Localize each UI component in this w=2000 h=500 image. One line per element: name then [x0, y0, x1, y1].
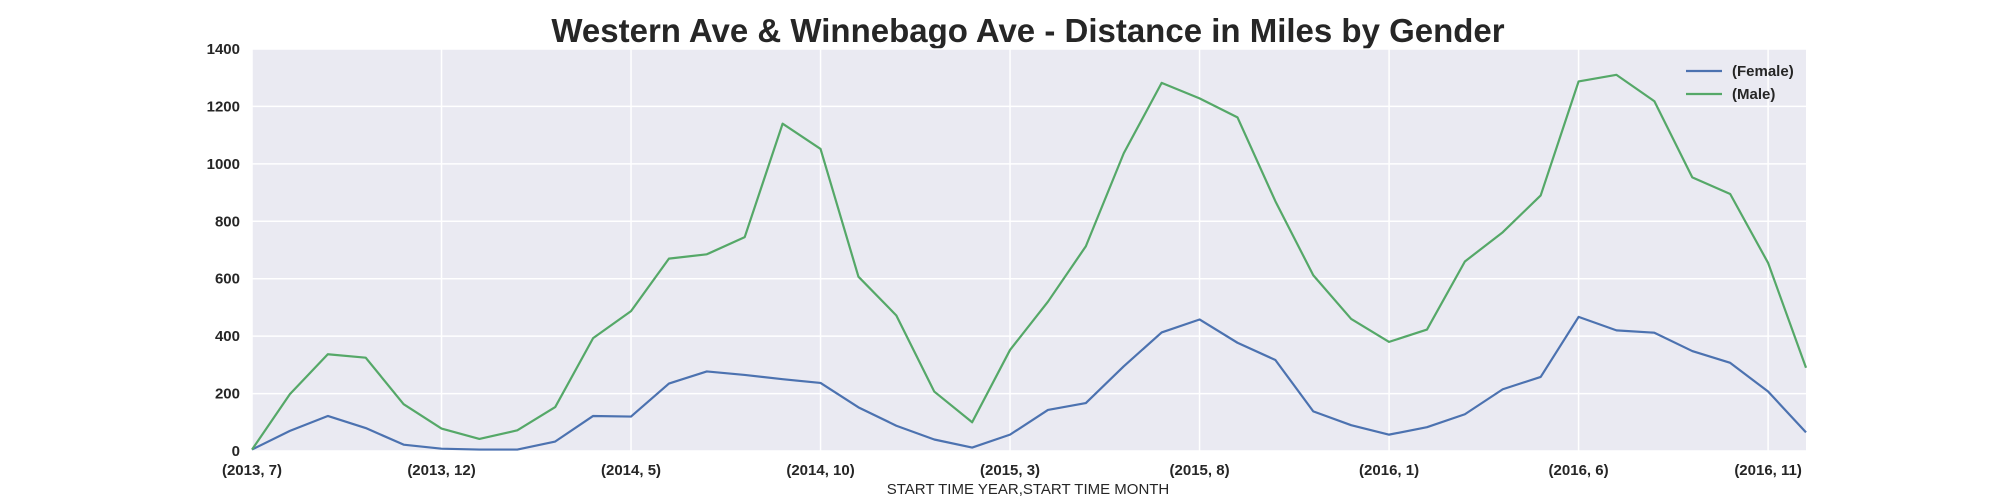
x-tick-label: (2014, 10)	[786, 462, 854, 479]
x-axis-ticks: (2013, 7) (2013, 12) (2014, 5) (2014, 10) (2…	[222, 462, 1802, 479]
x-tick-label: (2016, 6)	[1549, 462, 1609, 479]
x-tick-label: (2013, 7)	[222, 462, 282, 479]
y-tick-label: 800	[215, 213, 240, 230]
x-tick-label: (2015, 3)	[980, 462, 1040, 479]
x-tick-label: (2013, 12)	[407, 462, 475, 479]
series-line-1	[251, 73, 1808, 451]
y-tick-label: 600	[215, 271, 240, 288]
chart-title: Western Ave & Winnebago Ave - Distance i…	[551, 12, 1504, 49]
plot-area	[252, 49, 1806, 451]
legend-label: (Female)	[1732, 63, 1794, 80]
x-tick-label: (2016, 1)	[1359, 462, 1419, 479]
x-tick-label: (2016, 11)	[1734, 462, 1802, 479]
x-axis-label: START TIME YEAR,START TIME MONTH	[887, 481, 1170, 498]
y-tick-label: 1200	[207, 98, 240, 115]
grid-lines	[251, 48, 1806, 452]
legend: (Female) (Male)	[1686, 63, 1794, 103]
y-tick-label: 1400	[207, 41, 240, 58]
y-tick-label: 200	[215, 386, 240, 403]
x-tick-label: (2015, 8)	[1170, 462, 1230, 479]
y-tick-label: 400	[215, 328, 240, 345]
series-line-0	[251, 315, 1807, 451]
legend-label: (Male)	[1732, 86, 1775, 103]
y-axis-ticks: 0 200 400 600 800 1000 1200 1400	[207, 41, 240, 460]
y-tick-label: 0	[232, 443, 240, 460]
series-lines	[251, 73, 1808, 451]
y-tick-label: 1000	[207, 156, 240, 173]
x-tick-label: (2014, 5)	[601, 462, 661, 479]
